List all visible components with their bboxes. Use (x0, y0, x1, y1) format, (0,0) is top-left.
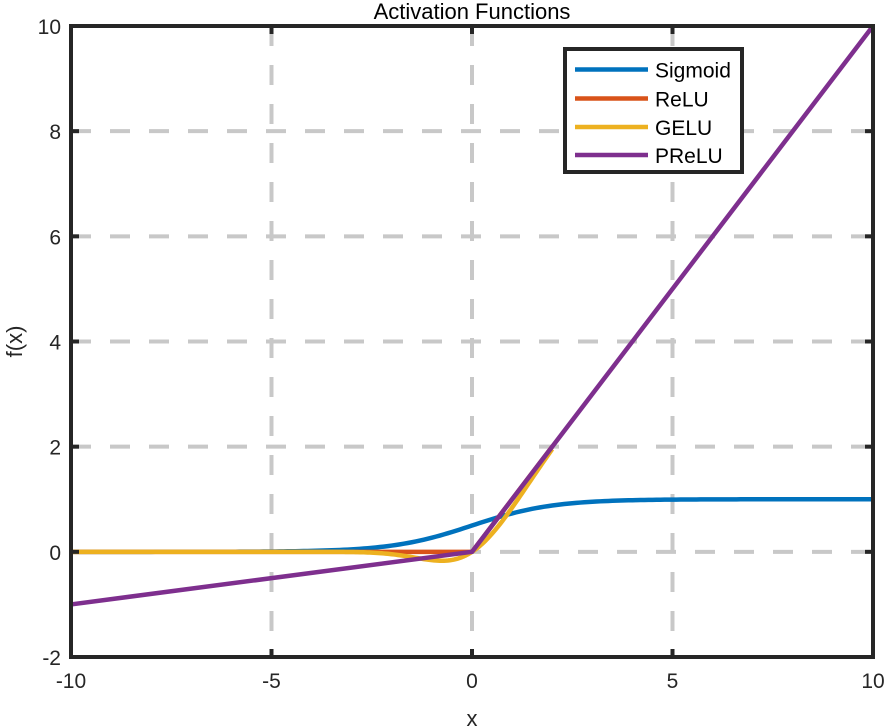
axis-ticks: -10 -5 0 5 10 -2 0 2 4 6 8 10 (38, 16, 884, 693)
grid-lines (71, 26, 873, 657)
y-tick-label: 2 (49, 437, 61, 460)
legend-label-gelu: GELU (655, 117, 712, 140)
y-tick-label: 4 (49, 332, 61, 355)
legend-label-sigmoid: Sigmoid (655, 60, 731, 83)
y-tick-label: 0 (49, 542, 61, 565)
data-series (70, 24, 875, 607)
chart-title: Activation Functions (374, 0, 571, 24)
legend-label-relu: ReLU (655, 89, 709, 112)
x-tick-label: 10 (861, 670, 884, 693)
y-tick-label: 6 (49, 226, 61, 249)
y-tick-label: -2 (42, 647, 61, 670)
series-relu-line (71, 445, 554, 555)
x-tick-label: 0 (466, 670, 478, 693)
y-tick-label: 8 (49, 121, 61, 144)
x-tick-label: 5 (667, 670, 679, 693)
y-axis-label: f(x) (2, 326, 27, 358)
legend-label-prelu: PReLU (655, 145, 723, 168)
x-tick-label: -5 (262, 670, 281, 693)
x-axis-label: x (467, 706, 478, 728)
y-tick-label: 10 (38, 16, 61, 39)
x-tick-label: -10 (56, 670, 86, 693)
series-prelu-line (70, 24, 875, 607)
legend: Sigmoid ReLU GELU PReLU (563, 47, 744, 174)
